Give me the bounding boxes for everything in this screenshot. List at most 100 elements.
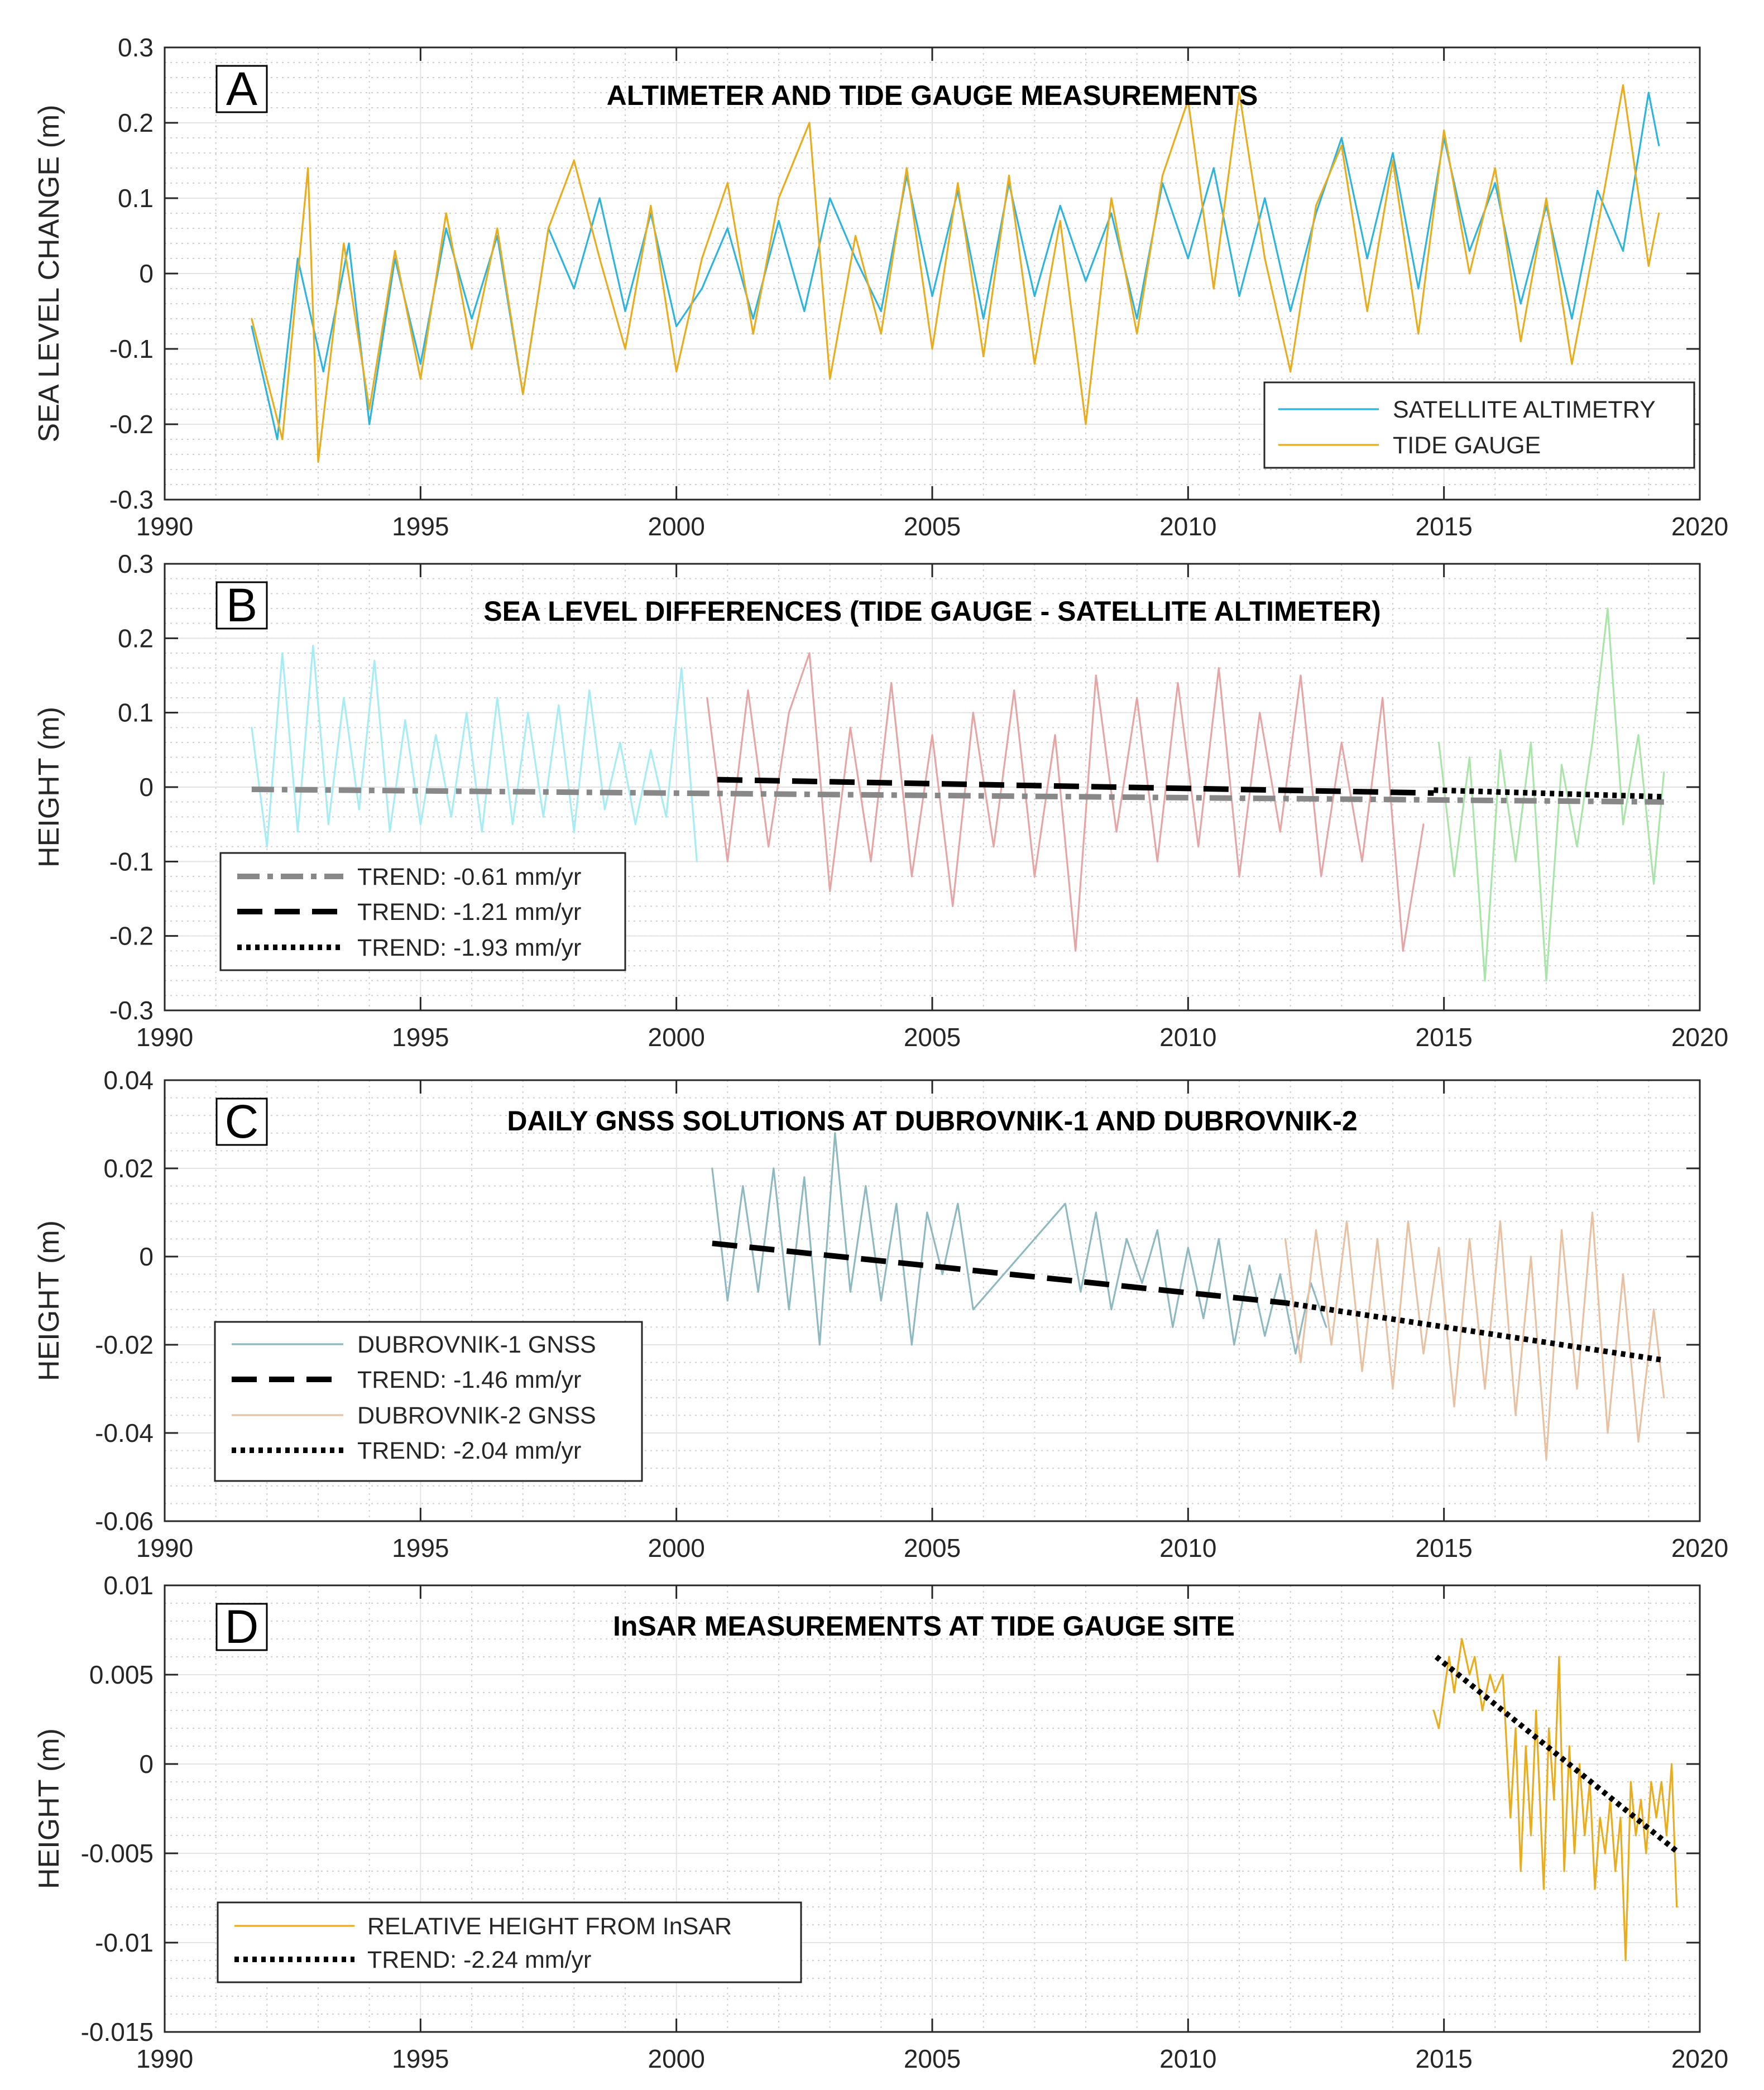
data-point: [1474, 1656, 1476, 1658]
data-point: [603, 808, 606, 811]
data-point: [1647, 265, 1650, 267]
x-tick-label: 2000: [648, 2044, 704, 2073]
data-point: [317, 461, 319, 463]
data-point: [1141, 1282, 1143, 1284]
data-point: [1095, 1211, 1097, 1214]
data-point: [726, 1300, 728, 1302]
data-point: [1187, 99, 1189, 101]
trend-line-1: [1284, 1300, 1665, 1363]
data-point: [251, 318, 253, 320]
data-point: [711, 1167, 713, 1169]
data-point: [1264, 257, 1266, 260]
data-point: [1461, 1638, 1463, 1640]
data-point: [1484, 1388, 1486, 1390]
data-point: [650, 205, 652, 207]
data-point: [1519, 341, 1522, 342]
data-point: [890, 682, 893, 684]
x-tick-label: 2015: [1415, 2044, 1472, 2073]
data-point: [1156, 1229, 1158, 1231]
series-line-1: [1284, 1211, 1665, 1460]
data-point: [471, 318, 473, 320]
data-point: [778, 220, 780, 222]
data-point: [1514, 1414, 1517, 1416]
data-point: [1315, 1229, 1317, 1231]
data-point: [1432, 1709, 1435, 1712]
data-point: [373, 659, 376, 661]
data-point: [1604, 1852, 1606, 1854]
y-tick-label: 0.1: [118, 698, 154, 727]
y-axis-label: SEA LEVEL CHANGE (m): [33, 105, 65, 443]
data-point: [548, 227, 549, 229]
data-point: [1514, 1727, 1517, 1729]
data-point: [1330, 1344, 1332, 1346]
panel-letter-box: [215, 581, 268, 630]
y-axis-label: HEIGHT (m): [33, 707, 65, 867]
data-point: [1650, 1781, 1652, 1783]
data-point: [1156, 860, 1158, 862]
data-point: [1561, 1229, 1562, 1231]
panel-letter-box: [215, 1097, 268, 1146]
x-tick-label: 2000: [648, 512, 704, 541]
y-tick-label: 0: [139, 1749, 154, 1779]
legend: TREND: -0.61 mm/yr TREND: -1.21 mm/yr TREN…: [219, 852, 626, 971]
data-point: [726, 182, 728, 184]
data-point: [788, 1308, 790, 1311]
legend: DUBROVNIK-1 GNSS TREND: -1.46 mm/yr DUBROV…: [214, 1321, 643, 1482]
data-point: [1571, 363, 1573, 365]
data-point: [1571, 318, 1573, 320]
data-point: [1614, 1870, 1617, 1872]
data-point: [1597, 227, 1599, 229]
x-tick-label: 1995: [392, 2044, 449, 2073]
data-point: [855, 257, 856, 260]
data-point: [1064, 1202, 1066, 1205]
panel-letter: D: [225, 1600, 259, 1653]
data-point: [1655, 1816, 1657, 1819]
data-point: [1676, 1906, 1678, 1908]
data-point: [1484, 980, 1486, 982]
data-point: [1647, 92, 1650, 94]
x-tick-label: 2010: [1159, 1023, 1216, 1052]
data-point: [368, 423, 371, 425]
data-point: [1217, 667, 1220, 669]
data-point: [1279, 1273, 1281, 1276]
data-point: [1624, 1959, 1627, 1962]
data-point: [752, 333, 754, 335]
data-point: [588, 689, 591, 692]
data-point: [1075, 950, 1077, 952]
data-point: [768, 846, 770, 848]
data-point: [701, 257, 703, 260]
data-point: [419, 363, 421, 365]
data-point: [1320, 875, 1322, 878]
data-point: [368, 408, 371, 410]
data-point: [1637, 1441, 1640, 1443]
legend-label: DUBROVNIK-2 GNSS: [357, 1402, 596, 1429]
x-tick-label: 1990: [136, 1023, 193, 1052]
data-point: [829, 378, 831, 380]
data-point: [1402, 950, 1404, 952]
data-point: [281, 438, 284, 440]
data-point: [1325, 1326, 1327, 1328]
data-point: [1525, 1745, 1527, 1747]
data-point: [1453, 1406, 1455, 1408]
data-point: [419, 823, 421, 826]
data-point: [1519, 303, 1522, 305]
x-tick-label: 2020: [1671, 1023, 1728, 1052]
data-point: [680, 667, 683, 669]
data-point: [348, 242, 350, 245]
data-point: [1545, 197, 1547, 199]
data-point: [1248, 1264, 1250, 1267]
panel-c: 1990 1995 2000 2005 2010 2015 2020 -0.06 -0.04 -0…: [33, 1066, 1728, 1562]
legend-label: TIDE GAUGE: [1393, 432, 1541, 459]
x-tick-label: 2015: [1415, 1533, 1472, 1562]
data-point: [481, 831, 483, 833]
data-point: [1653, 883, 1655, 885]
panel-title: ALTIMETER AND TIDE GAUGE MEASUREMENTS: [607, 80, 1258, 111]
data-point: [558, 704, 560, 706]
data-point: [829, 890, 831, 893]
data-point: [1264, 197, 1266, 199]
y-tick-label: 0: [139, 1242, 154, 1271]
data-point: [1212, 167, 1215, 169]
data-point: [1658, 212, 1660, 214]
data-point: [598, 197, 601, 199]
